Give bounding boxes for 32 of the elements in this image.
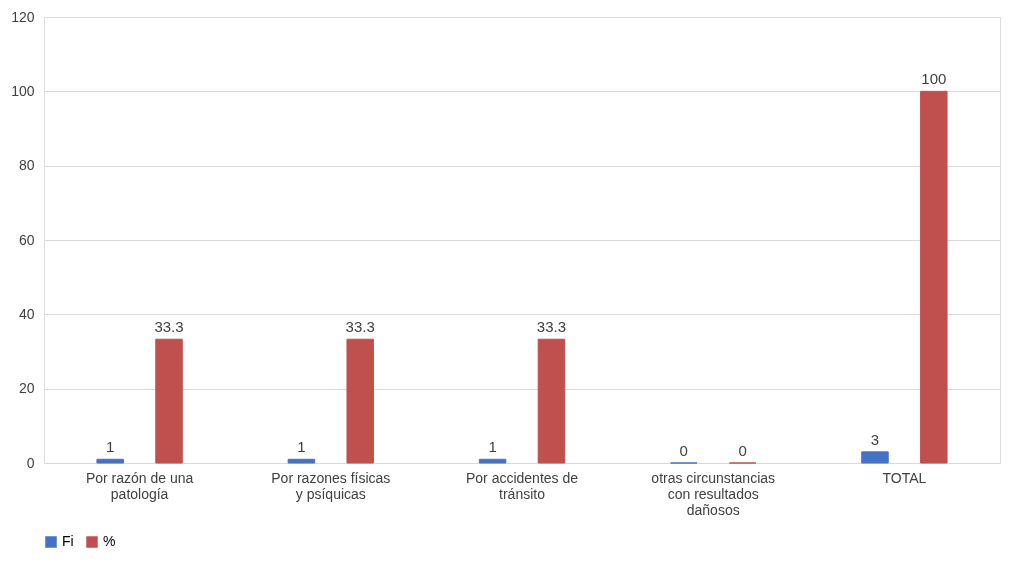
bar: [478, 458, 507, 464]
data-label: 100: [921, 70, 947, 88]
data-label: 3: [870, 430, 880, 448]
data-label: 33.3: [345, 318, 375, 336]
legend-label: Fi: [62, 533, 74, 549]
x-tick-label: Por accidentes de tránsito: [465, 469, 579, 502]
data-label: 33.3: [536, 318, 567, 336]
data-label: 0: [679, 442, 688, 459]
y-tick-label: 100: [11, 82, 35, 99]
data-label: 0: [738, 442, 747, 459]
bar: [155, 338, 183, 464]
y-tick-label: 20: [18, 380, 35, 397]
bar: [861, 451, 889, 464]
y-tick-label: 60: [18, 231, 35, 248]
data-label: 33.3: [154, 318, 184, 336]
y-tick-label: 80: [18, 157, 35, 174]
x-tick-label: Por razones físicas y psíquicas: [271, 469, 391, 502]
data-label: 1: [488, 438, 497, 456]
y-tick-label: 0: [26, 454, 35, 471]
bar: [346, 338, 374, 464]
x-tick-label: otras circunstancias con resultados dañosos: [651, 469, 776, 518]
y-tick-label: 120: [11, 8, 35, 25]
data-label: 1: [106, 438, 115, 456]
bar: [96, 458, 124, 464]
bar: [537, 338, 566, 464]
y-tick-label: 40: [18, 305, 35, 322]
bar: [287, 458, 316, 464]
legend-label: %: [103, 533, 116, 549]
bar: [920, 90, 948, 464]
x-tick-label: TOTAL: [882, 469, 927, 486]
x-tick-label: Por razón de una patología: [85, 469, 194, 502]
data-label: 1: [297, 438, 306, 456]
